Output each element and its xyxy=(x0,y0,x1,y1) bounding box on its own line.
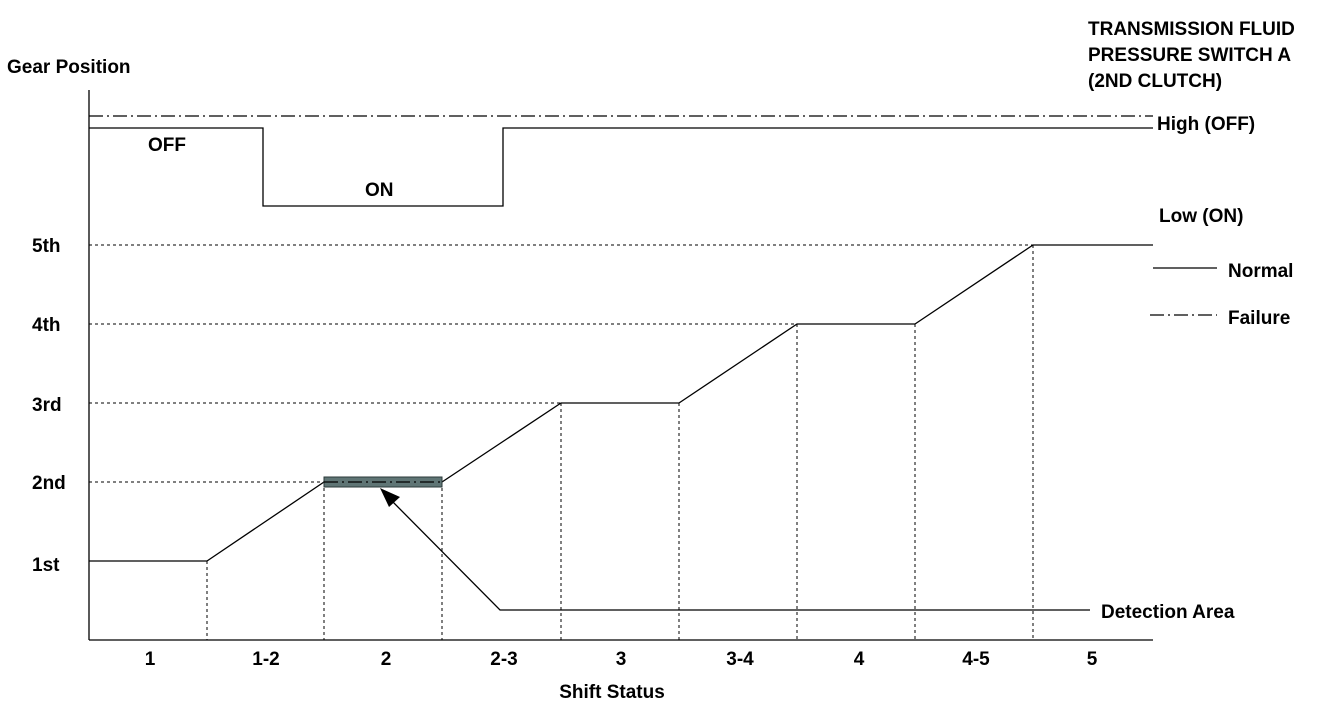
switch-low-label: Low (ON) xyxy=(1159,206,1243,227)
detection-area-label: Detection Area xyxy=(1101,602,1235,623)
shift-label-3: 3 xyxy=(616,649,627,670)
switch-off-label: OFF xyxy=(148,135,186,156)
x-axis-label: Shift Status xyxy=(559,682,665,702)
detection-pointer-line xyxy=(389,498,1090,611)
shift-label-2-3: 2-3 xyxy=(490,649,517,670)
gear-position-line xyxy=(89,244,1153,562)
title-line-2: PRESSURE SWITCH A xyxy=(1088,45,1291,66)
title-line-3: (2ND CLUTCH) xyxy=(1088,71,1222,92)
gear-label-2nd: 2nd xyxy=(32,473,66,494)
shift-label-2: 2 xyxy=(381,649,392,670)
legend-failure-label: Failure xyxy=(1228,308,1290,329)
shift-label-5: 5 xyxy=(1087,649,1098,670)
gear-label-1st: 1st xyxy=(32,555,60,576)
shift-label-4: 4 xyxy=(854,649,865,670)
shift-label-4-5: 4-5 xyxy=(962,649,990,670)
shift-label-1-2: 1-2 xyxy=(252,649,279,670)
switch-on-label: ON xyxy=(365,180,394,201)
y-axis-label: Gear Position xyxy=(7,57,131,78)
shift-label-1: 1 xyxy=(145,649,156,670)
detection-arrow-icon xyxy=(380,488,400,507)
gear-label-4th: 4th xyxy=(32,315,61,336)
gear-label-5th: 5th xyxy=(32,236,61,257)
title-line-1: TRANSMISSION FLUID xyxy=(1088,19,1295,40)
legend-normal-label: Normal xyxy=(1228,261,1293,282)
normal-switch-signal xyxy=(89,127,1153,207)
shift-label-3-4: 3-4 xyxy=(726,649,754,670)
gear-label-3rd: 3rd xyxy=(32,395,62,416)
switch-high-label: High (OFF) xyxy=(1157,114,1255,135)
